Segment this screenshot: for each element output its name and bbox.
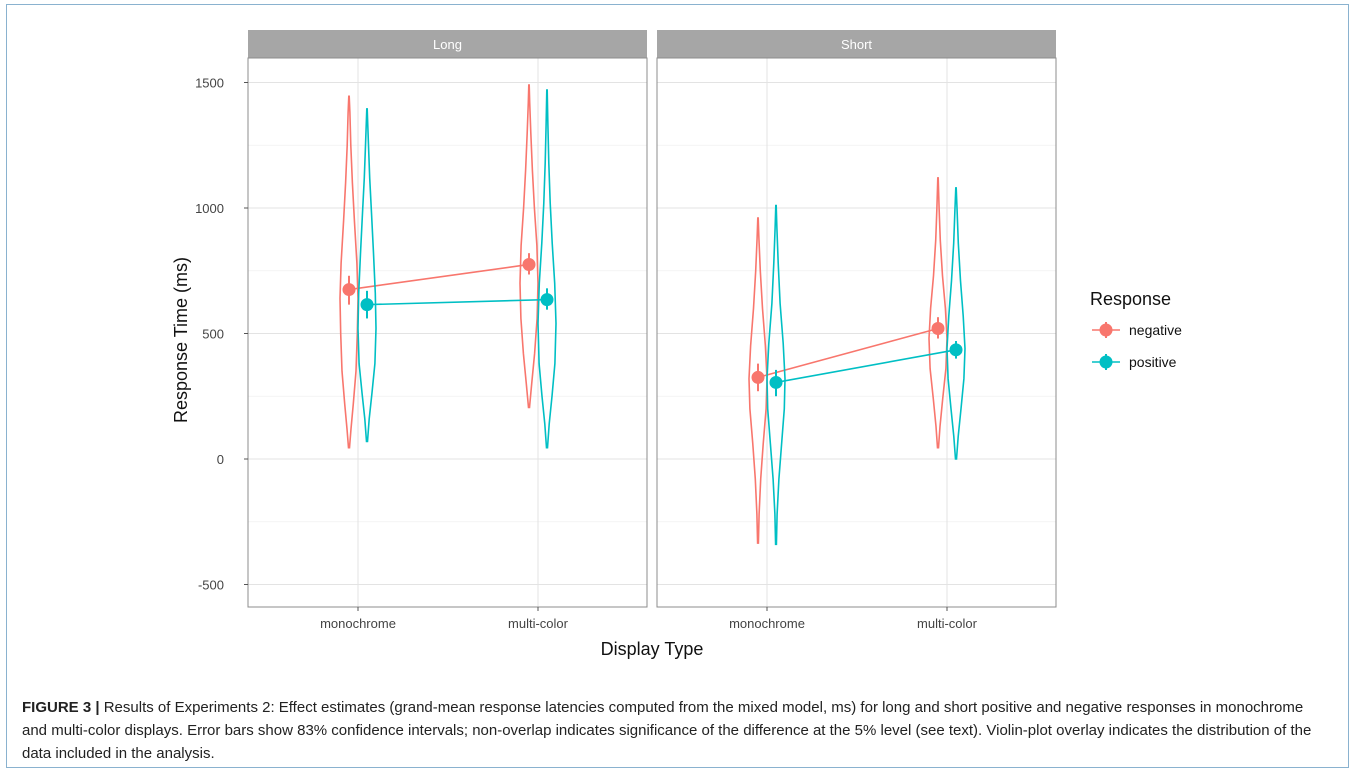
y-tick-label: -500 [198, 578, 224, 593]
x-tick-label: multi-color [917, 616, 978, 631]
legend: Response negative positive [1090, 289, 1182, 370]
y-tick-label: 500 [202, 327, 224, 342]
legend-label-negative: negative [1129, 322, 1182, 338]
mean-line [366, 298, 548, 306]
panel-background [657, 58, 1056, 607]
mean-line [757, 327, 939, 379]
facet-strip [657, 30, 1056, 58]
legend-title: Response [1090, 289, 1171, 309]
facet-strip-label: Short [841, 37, 872, 52]
series-negative-long [339, 84, 539, 449]
mean-point [769, 375, 783, 389]
violin [928, 177, 948, 449]
mean-point [522, 257, 536, 271]
mean-point [360, 298, 374, 312]
mean-point [949, 343, 963, 357]
caption-label: FIGURE 3 | [22, 699, 100, 716]
marks-layer [339, 84, 966, 546]
caption-text: Results of Experiments 2: Effect estimat… [22, 699, 1312, 762]
series-positive-long [357, 89, 557, 449]
figure-caption: FIGURE 3 | Results of Experiments 2: Eff… [22, 696, 1332, 765]
violin [946, 187, 966, 460]
mean-point [751, 370, 765, 384]
violin [357, 108, 377, 443]
legend-key-point [1099, 355, 1113, 369]
mean-point [540, 293, 554, 307]
x-tick-label: multi-color [508, 616, 569, 631]
legend-label-positive: positive [1129, 354, 1177, 370]
violin [748, 217, 768, 544]
panels-layer: Long monochrome multi-color Short monochrome… [195, 30, 1057, 631]
y-axis-label: Response Time (ms) [171, 257, 191, 423]
violin [537, 89, 557, 449]
panel-background [248, 58, 647, 607]
y-tick-label: 1500 [195, 76, 224, 91]
facet-strip [248, 30, 647, 58]
mean-point [931, 321, 945, 335]
mean-line [775, 349, 957, 384]
facet-panel-long: Long monochrome multi-color [247, 30, 648, 631]
legend-key-point [1099, 323, 1113, 337]
x-tick-label: monochrome [320, 616, 396, 631]
series-negative-short [748, 177, 948, 544]
series-positive-short [766, 187, 966, 546]
mean-point [342, 283, 356, 297]
y-tick-label: 0 [217, 452, 224, 467]
violin [339, 95, 359, 449]
facet-strip-label: Long [433, 37, 462, 52]
x-axis-label: Display Type [601, 639, 704, 659]
x-tick-label: monochrome [729, 616, 805, 631]
violin [519, 84, 539, 409]
mean-line [348, 263, 530, 291]
facet-panel-short: Short monochrome multi-color [656, 30, 1057, 631]
panel-border [656, 57, 1057, 608]
panel-border [247, 57, 648, 608]
y-tick-label: 1000 [195, 201, 224, 216]
violin [766, 204, 786, 546]
